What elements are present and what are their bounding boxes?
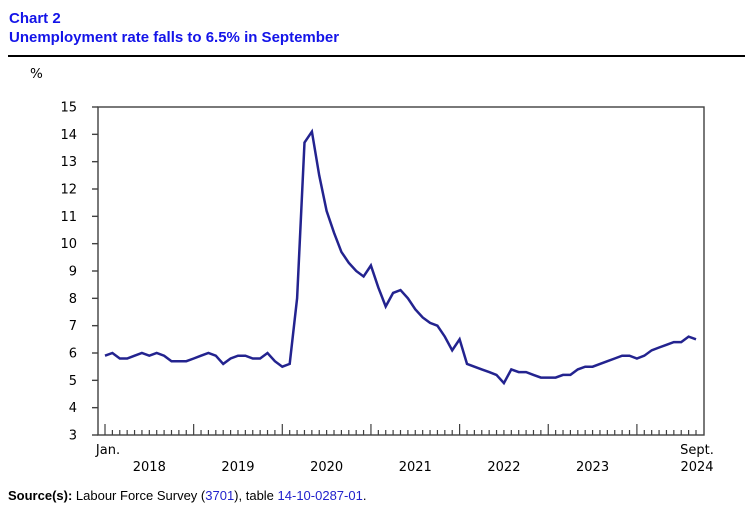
source-text: Labour Force Survey ( (72, 488, 206, 503)
y-axis-tick-label: 14 (60, 128, 77, 143)
y-axis-tick-label: 4 (69, 401, 77, 416)
source-line: Source(s): Labour Force Survey (3701), t… (8, 488, 366, 503)
y-axis-tick-label: 9 (69, 265, 77, 280)
y-axis-tick-label: 11 (60, 210, 77, 225)
source-text: . (362, 488, 367, 503)
plot-border (97, 106, 705, 436)
chart-title: Unemployment rate falls to 6.5% in Septe… (9, 29, 340, 46)
y-axis-unit-label: % (30, 66, 43, 82)
x-axis-year-label: 2022 (487, 460, 520, 475)
x-axis-year-label: 2020 (310, 460, 343, 475)
y-axis-tick-label: 10 (60, 237, 77, 252)
y-axis-tick-label: 13 (60, 155, 77, 170)
y-axis-tick-label: 15 (60, 101, 77, 116)
x-axis-year-label: 2021 (399, 460, 432, 475)
x-axis-end-label: Sept. (680, 443, 714, 458)
chart-number: Chart 2 (9, 10, 61, 27)
x-axis-year-label: 2024 (680, 460, 713, 475)
source-link-table[interactable]: 14-10-0287-01 (277, 488, 363, 503)
x-axis-year-label: 2019 (221, 460, 254, 475)
x-axis-year-label: 2018 (133, 460, 166, 475)
unemployment-rate-line (104, 128, 697, 386)
x-axis-year-label: 2023 (576, 460, 609, 475)
x-axis-start-label: Jan. (95, 443, 120, 458)
y-axis-tick-label: 8 (69, 292, 77, 307)
source-label: Source(s): (8, 488, 73, 503)
y-axis-tick-label: 6 (69, 347, 77, 362)
unemployment-line-chart: 3 4 5 6 7 8 9 10 11 12 13 14 15 Jan. 2018 2019 2020 2021 2… (60, 101, 714, 476)
y-axis-tick-label: 3 (69, 429, 77, 444)
source-link-survey[interactable]: 3701 (205, 488, 235, 503)
y-axis-tick-label: 7 (69, 319, 77, 334)
header-divider (8, 55, 745, 57)
chart-header: Chart 2 Unemployment rate falls to 6.5% … (9, 9, 339, 47)
y-axis-tick-label: 12 (60, 183, 77, 198)
source-text: ), table (234, 488, 278, 503)
y-axis-tick-label: 5 (69, 374, 77, 389)
